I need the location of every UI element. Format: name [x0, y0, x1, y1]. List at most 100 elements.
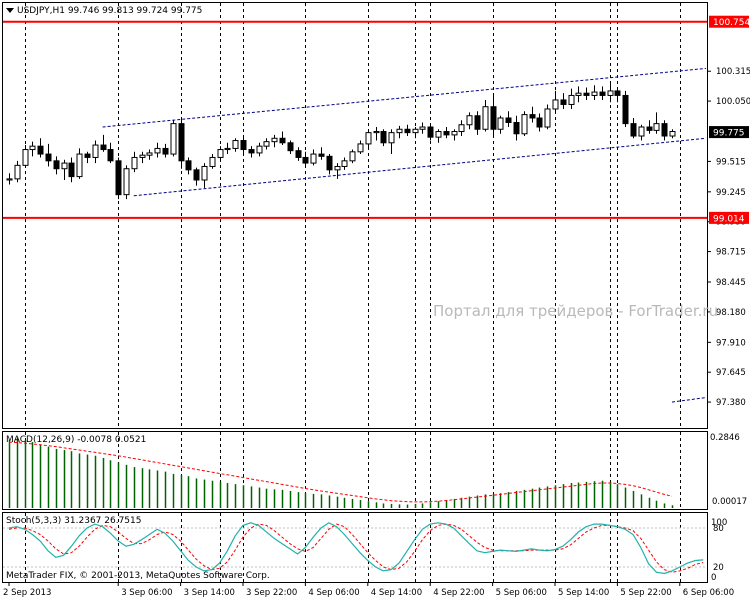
candle — [224, 142, 231, 155]
candle — [497, 115, 504, 134]
candle — [185, 157, 192, 175]
candle — [661, 120, 668, 141]
candle — [193, 167, 200, 186]
time-tick-label: 6 Sep 06:00 — [683, 588, 734, 598]
candle — [341, 157, 348, 170]
candle — [6, 173, 13, 185]
symbol-header: USDJPY,H1 99.746 99.813 99.724 99.775 — [6, 6, 202, 16]
candle — [529, 106, 536, 123]
channel-extra-line[interactable] — [671, 397, 707, 403]
candle — [427, 123, 434, 141]
resistance-level-label: 100.754 — [713, 18, 750, 28]
price-channel[interactable] — [102, 67, 707, 403]
candle — [521, 111, 528, 137]
stoch-main-line — [8, 522, 704, 575]
candle — [451, 129, 458, 141]
candle — [646, 120, 653, 134]
time-tick-label: 5 Sep 14:00 — [558, 588, 609, 598]
candle — [404, 124, 411, 137]
stoch-label: Stoch(5,3,3) 31.2367 26.7515 — [6, 516, 141, 526]
candle — [365, 129, 372, 150]
candle — [131, 151, 138, 173]
candle — [310, 149, 317, 166]
macd-scale-bottom: 0.00017 — [712, 497, 747, 507]
stoch-scale-100: 100 — [711, 518, 727, 528]
candle — [37, 138, 44, 158]
candle — [396, 125, 403, 139]
support-level-label: 99.014 — [713, 214, 745, 224]
candle — [536, 113, 543, 132]
candle — [271, 134, 278, 148]
candle — [68, 157, 75, 183]
pane-frames — [2, 2, 708, 583]
stoch-level-label: 20 — [713, 563, 724, 573]
candle — [123, 165, 130, 200]
price-tick-label: 97.380 — [716, 398, 746, 408]
time-tick-label: 4 Sep 06:00 — [308, 588, 359, 598]
candlestick-series — [6, 81, 676, 200]
candle — [591, 85, 598, 100]
stoch-signal-line — [8, 523, 704, 573]
candle — [669, 129, 676, 139]
candle — [217, 146, 224, 161]
candle — [412, 127, 419, 139]
symbol-line: USDJPY,H1 99.746 99.813 99.724 99.775 — [17, 6, 202, 16]
macd-pane-frame — [2, 431, 708, 510]
price-tick-label: 100.315 — [716, 67, 750, 77]
candle — [92, 140, 99, 164]
macd-label: MACD(12,26,9) -0.0078 0.0521 — [6, 435, 146, 445]
candle — [474, 111, 481, 135]
candle — [380, 129, 387, 147]
candle — [318, 147, 325, 160]
time-tick-label: 5 Sep 22:00 — [620, 588, 671, 598]
candle — [614, 87, 621, 103]
candle — [568, 88, 575, 109]
candle — [29, 141, 36, 157]
candle — [240, 134, 247, 155]
time-tick-label: 3 Sep 22:00 — [246, 588, 297, 598]
candle — [61, 159, 68, 180]
channel-lower-line[interactable] — [133, 137, 707, 197]
time-tick-label: 4 Sep 22:00 — [433, 588, 484, 598]
candle — [263, 138, 270, 150]
candle — [107, 142, 114, 164]
candle — [482, 99, 489, 132]
candle — [115, 157, 122, 200]
price-tick-label: 97.910 — [716, 338, 746, 348]
time-tick-label: 3 Sep 14:00 — [184, 588, 235, 598]
candle — [575, 86, 582, 103]
candle — [466, 112, 473, 130]
macd-scale-top: 0.2846 — [710, 433, 740, 443]
candle — [14, 160, 21, 183]
candle — [653, 112, 660, 134]
candle — [544, 104, 551, 130]
candle — [583, 87, 590, 100]
candle — [552, 90, 559, 114]
candle — [139, 151, 146, 164]
horizontal-levels[interactable]: 100.754 99.014 — [3, 15, 750, 225]
candle — [373, 127, 380, 141]
time-axis: 2 Sep 2013 3 Sep 06:00 3 Sep 14:00 3 Sep 22… — [3, 582, 734, 598]
candle — [560, 93, 567, 109]
price-tick-label: 98.715 — [716, 248, 746, 258]
candle — [458, 120, 465, 137]
candle — [287, 140, 294, 155]
price-tick-label: 98.445 — [716, 278, 746, 288]
price-tick-label: 99.515 — [716, 157, 746, 167]
time-tick-label: 5 Sep 06:00 — [496, 588, 547, 598]
channel-upper-line[interactable] — [102, 67, 707, 128]
candle — [419, 122, 426, 134]
candle — [154, 142, 161, 158]
candle — [505, 111, 512, 128]
candle — [490, 95, 497, 137]
resistance-level-box — [709, 15, 749, 28]
candle — [162, 143, 169, 158]
candle — [279, 131, 286, 146]
candle — [334, 163, 341, 179]
macd-histogram — [8, 437, 674, 508]
candle — [435, 129, 442, 143]
time-tick-label: 4 Sep 14:00 — [371, 588, 422, 598]
stoch-pane-frame — [2, 512, 708, 583]
candle — [607, 81, 614, 103]
